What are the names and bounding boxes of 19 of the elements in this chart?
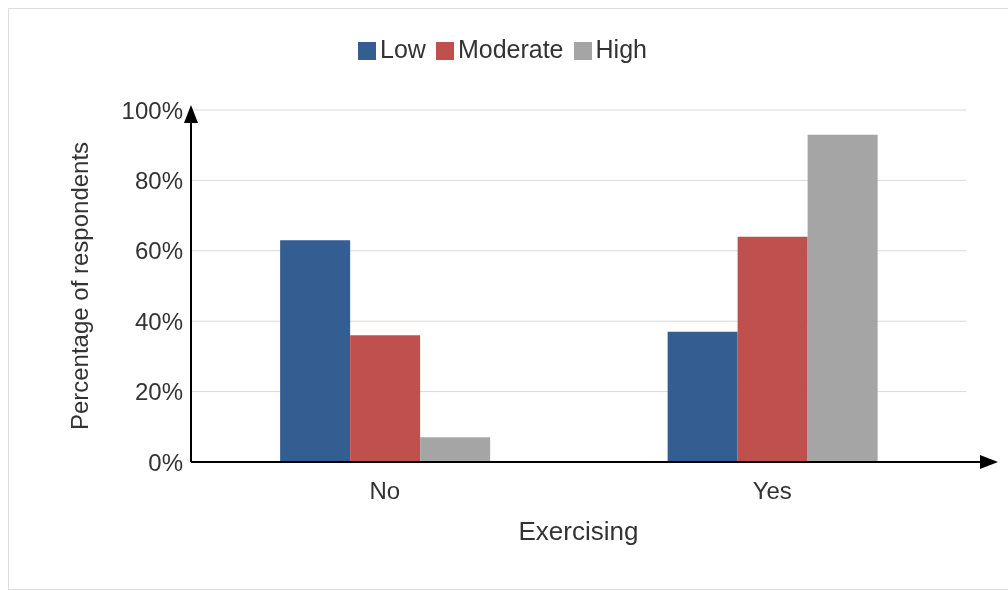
legend-label: Low xyxy=(380,35,426,63)
bar xyxy=(807,134,878,462)
bar xyxy=(420,437,491,462)
bar xyxy=(737,236,808,462)
x-tick-label: Yes xyxy=(752,477,792,505)
y-tick-label: 0% xyxy=(148,448,183,476)
x-axis-title: Exercising xyxy=(518,516,639,546)
y-tick-label: 20% xyxy=(134,378,183,406)
bar xyxy=(280,240,351,462)
bar xyxy=(667,331,738,462)
x-tick-label: No xyxy=(369,477,401,505)
legend-label: High xyxy=(595,35,647,63)
y-tick-label: 40% xyxy=(134,307,183,335)
y-tick-label: 100% xyxy=(121,96,183,124)
y-tick-label: 80% xyxy=(134,166,183,194)
y-axis-title: Percentage of respondents xyxy=(65,141,93,431)
bar xyxy=(350,335,421,462)
legend-label: Moderate xyxy=(457,35,564,63)
y-tick-label: 60% xyxy=(134,237,183,265)
